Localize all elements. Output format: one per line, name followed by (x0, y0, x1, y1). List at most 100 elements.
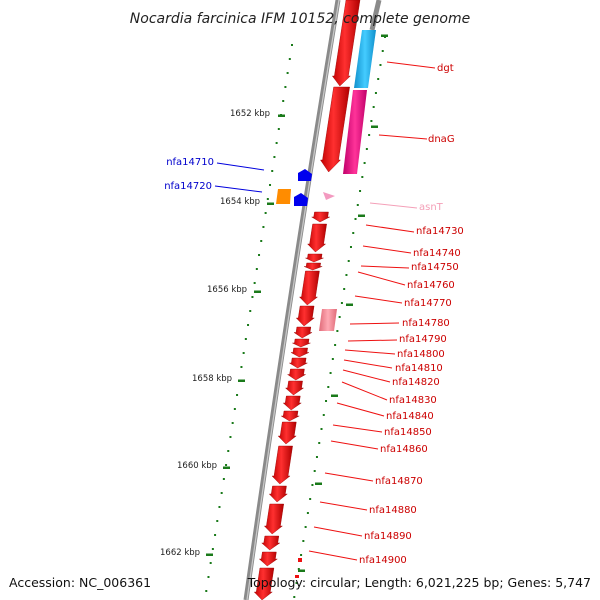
tick-mark (253, 282, 256, 284)
gene-label[interactable]: dgt (437, 63, 454, 74)
tick-mark (251, 296, 254, 298)
major-tick (358, 214, 365, 217)
tick-mark (236, 394, 239, 396)
tick-mark (347, 260, 350, 262)
major-tick (381, 34, 388, 37)
leader-line (313, 526, 363, 537)
leader-line (336, 402, 385, 417)
tick-mark (381, 50, 384, 52)
tick-mark (302, 540, 305, 542)
leader-line (332, 424, 383, 433)
tick-mark (288, 58, 291, 60)
gene-arrow (293, 326, 313, 339)
gene-features (253, 0, 376, 600)
leader-line (365, 224, 415, 233)
gene-label[interactable]: nfa14900 (359, 555, 407, 566)
gene-label[interactable]: nfa14820 (392, 377, 440, 388)
tick-mark (233, 408, 236, 410)
tick-mark (361, 176, 364, 178)
gene-arrow (286, 368, 307, 381)
gene-label[interactable]: nfa14740 (413, 248, 461, 259)
gene-arrow (305, 253, 324, 263)
tick-mark (372, 106, 375, 108)
tick-mark (336, 330, 339, 332)
kbp-label: 1656 kbp (207, 285, 247, 295)
gene-bar-cyan (354, 30, 376, 88)
gene-label[interactable]: asnT (419, 202, 444, 213)
gene-arrow (277, 421, 297, 445)
gene-bar-magenta (343, 90, 367, 174)
gene-label[interactable]: nfa14800 (397, 349, 445, 360)
major-tick (331, 394, 338, 397)
gene-label[interactable]: dnaG (428, 134, 455, 145)
leader-line (360, 265, 410, 269)
leader-line (344, 349, 396, 355)
leader-line (216, 162, 265, 171)
gene-label[interactable]: nfa14850 (384, 427, 432, 438)
gene-label[interactable]: nfa14710 (166, 157, 214, 168)
gene-nfa14720 (294, 193, 308, 206)
tick-mark (338, 316, 341, 318)
kbp-label: 1660 kbp (177, 461, 217, 471)
gene-arrow (304, 262, 323, 271)
tick-mark (315, 456, 318, 458)
tick-mark (284, 86, 287, 88)
leader-line (319, 501, 368, 511)
gene-label[interactable]: nfa14830 (389, 395, 437, 406)
major-tick (298, 569, 305, 572)
tick-mark (286, 72, 289, 74)
tick-mark (320, 428, 323, 430)
tick-mark (370, 120, 373, 122)
topology-text: Topology: circular; Length: 6,021,225 bp… (247, 575, 591, 590)
outer-marker (295, 575, 299, 578)
major-tick (254, 290, 261, 293)
gene-orange (276, 189, 291, 204)
tick-mark (297, 568, 300, 570)
leader-line (214, 185, 263, 193)
tick-mark (222, 478, 225, 480)
gene-label[interactable]: nfa14870 (375, 476, 423, 487)
major-tick (278, 114, 285, 117)
gene-label[interactable]: nfa14770 (404, 298, 452, 309)
gene-label[interactable]: nfa14750 (411, 262, 459, 273)
kbp-label: 1654 kbp (220, 197, 260, 207)
tick-mark (322, 414, 325, 416)
gene-label[interactable]: nfa14790 (399, 334, 447, 345)
gene-arrow (263, 503, 284, 535)
gene-arrow (258, 551, 278, 567)
tick-mark (255, 268, 258, 270)
tick-mark (229, 436, 232, 438)
gene-label[interactable]: nfa14860 (380, 444, 428, 455)
leader-line (354, 295, 403, 304)
tick-mark (220, 492, 223, 494)
genome-backbone-highlight (246, 0, 340, 600)
accession-text: Accession: NC_006361 (9, 575, 151, 590)
kbp-scale: 1652 kbp 1654 kbp 1656 kbp 1658 kbp 1660… (160, 109, 270, 558)
gene-arrow (268, 485, 288, 503)
tick-mark (262, 226, 265, 228)
gene-arrow (271, 445, 293, 485)
tick-mark (306, 512, 309, 514)
tick-mark (377, 78, 380, 80)
gene-label[interactable]: nfa14760 (407, 280, 455, 291)
leader-line (343, 359, 393, 369)
genome-backbone (243, 0, 341, 600)
tick-mark (264, 212, 267, 214)
tick-mark (352, 232, 355, 234)
gene-label[interactable]: nfa14880 (369, 505, 417, 516)
gene-arrow-dnag (320, 86, 350, 173)
gene-label[interactable]: nfa14780 (402, 318, 450, 329)
kbp-label: 1662 kbp (160, 548, 200, 558)
gene-label[interactable]: nfa14890 (364, 531, 412, 542)
tick-mark (249, 310, 252, 312)
leader-line (324, 472, 374, 482)
tick-mark (309, 498, 312, 500)
tick-mark (260, 240, 263, 242)
tick-mark (304, 526, 307, 528)
gene-label[interactable]: nfa14810 (395, 363, 443, 374)
gene-label[interactable]: nfa14730 (416, 226, 464, 237)
gene-label[interactable]: nfa14720 (164, 181, 212, 192)
leader-line (357, 271, 406, 286)
leader-line (386, 61, 436, 69)
gene-label[interactable]: nfa14840 (386, 411, 434, 422)
